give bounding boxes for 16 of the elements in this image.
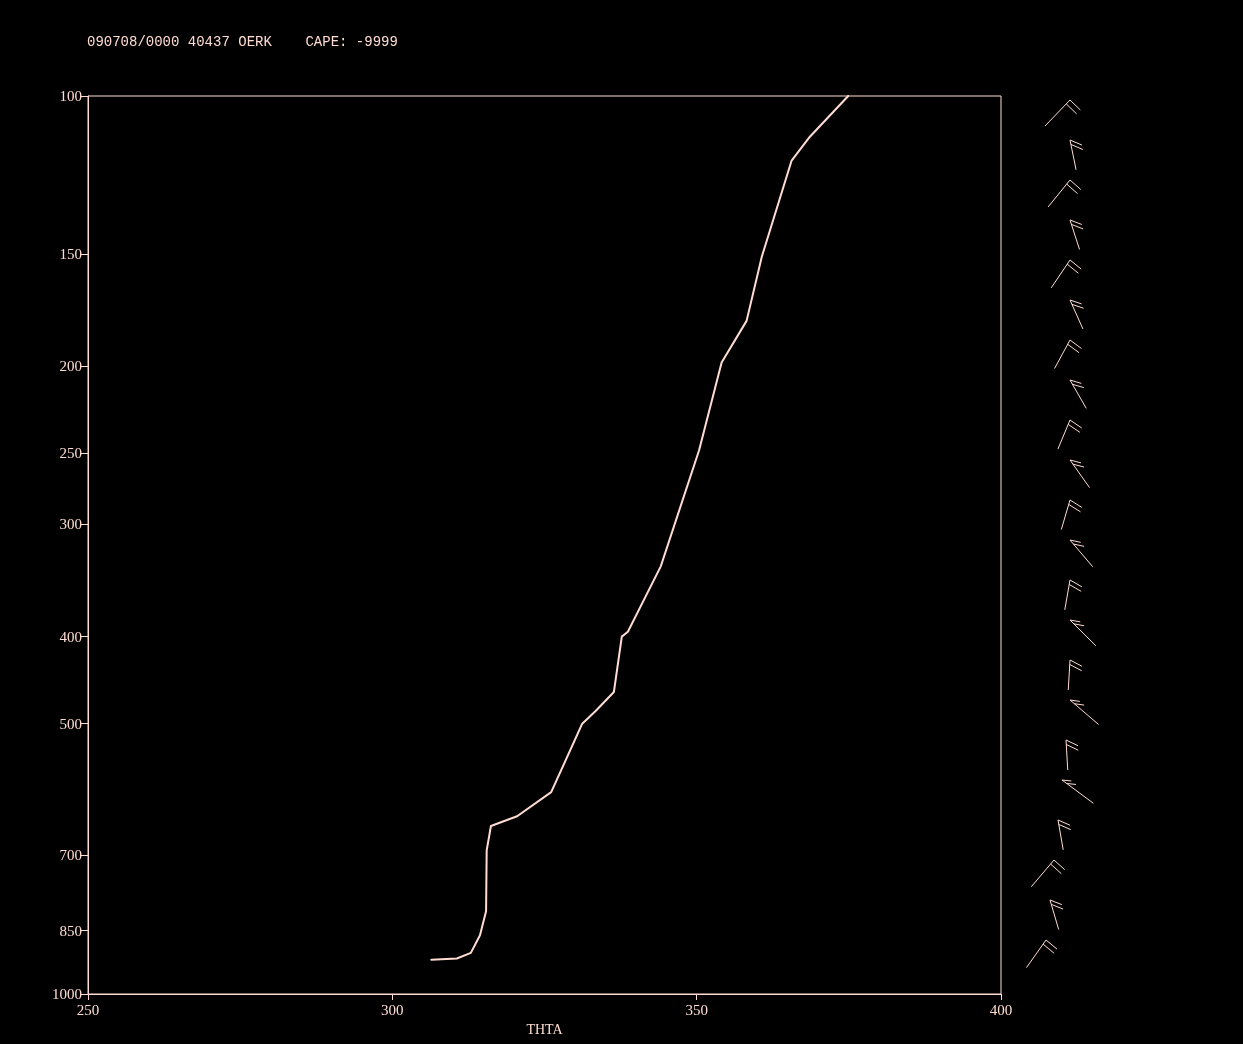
y-tick-label: 1000 bbox=[52, 986, 82, 1002]
y-tick-label: 400 bbox=[59, 628, 82, 645]
x-tick-label: 400 bbox=[989, 1001, 1013, 1018]
y-tick-label: 100 bbox=[59, 88, 82, 104]
y-tick-label: 250 bbox=[59, 445, 82, 462]
x-axis-title: THTA bbox=[526, 1021, 564, 1037]
y-tick-label: 500 bbox=[59, 715, 82, 732]
y-tick-label: 850 bbox=[59, 922, 82, 939]
x-tick-label: 350 bbox=[685, 1001, 708, 1018]
y-tick-label: 300 bbox=[59, 516, 82, 533]
y-tick-label: 200 bbox=[59, 358, 82, 375]
y-tick-label: 150 bbox=[59, 246, 82, 263]
chart-title: 090708/0000 40437 OERK CAPE: -9999 bbox=[87, 34, 398, 50]
x-tick-label: 250 bbox=[76, 1001, 100, 1018]
x-tick-label: 300 bbox=[381, 1001, 404, 1018]
y-tick-label: 700 bbox=[59, 846, 82, 863]
